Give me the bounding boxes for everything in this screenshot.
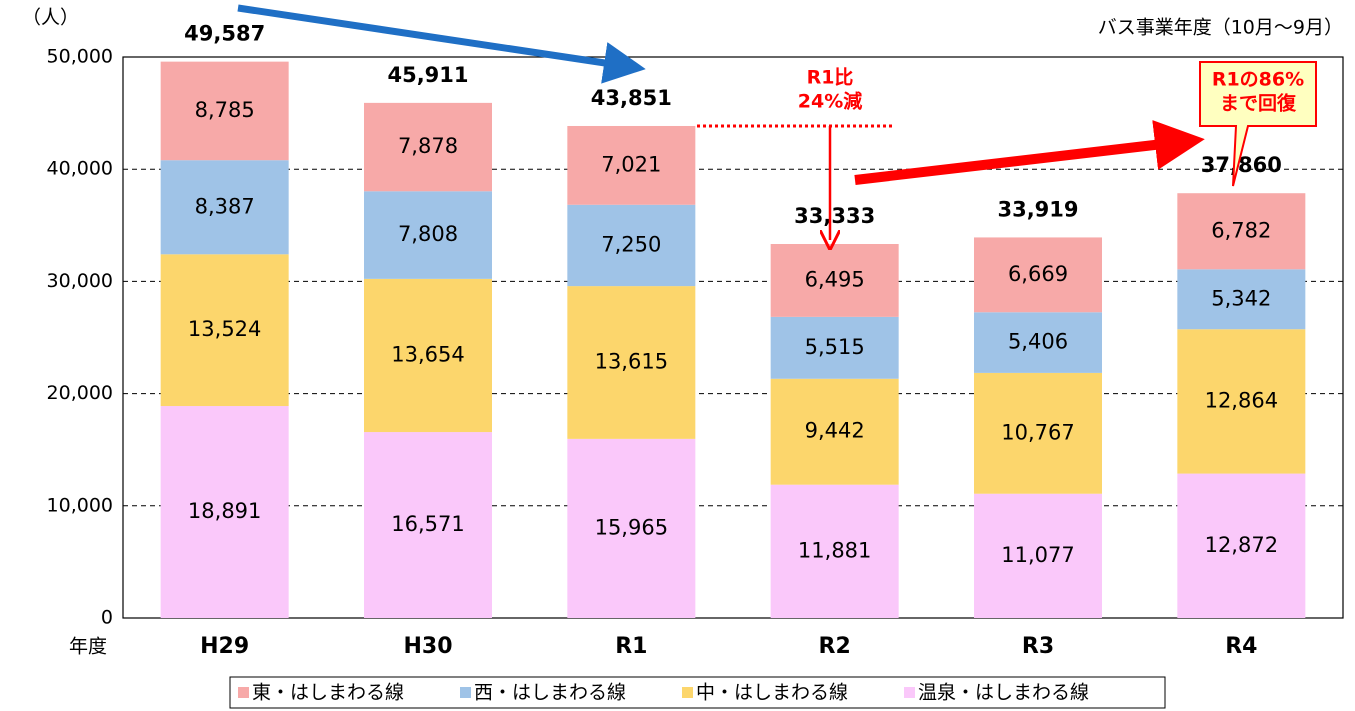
bar-segment (567, 125, 696, 205)
data-label: 8,785 (195, 98, 255, 122)
data-label: 8,387 (195, 194, 255, 218)
y-tick-label: 20,000 (47, 382, 113, 404)
legend-swatch (682, 687, 693, 698)
bar-segment (567, 286, 696, 439)
y-tick-label: 0 (101, 607, 113, 629)
data-label: 5,406 (1008, 330, 1068, 354)
bar-segment (160, 61, 289, 161)
bar-segment (364, 432, 492, 618)
bar-segment (770, 484, 899, 618)
arrow (854, 120, 1205, 185)
y-unit: （人） (22, 7, 79, 29)
data-label: 18,891 (188, 499, 261, 523)
data-label: 12,872 (1205, 533, 1278, 557)
arrow (237, 4, 646, 84)
data-label: 13,654 (391, 342, 464, 366)
total-label: 37,860 (1201, 153, 1282, 177)
bar-segment (974, 237, 1102, 313)
data-label: 5,515 (805, 335, 865, 359)
data-label: 11,077 (1001, 543, 1074, 567)
data-label: 9,442 (805, 419, 865, 443)
y-tick-label: 50,000 (47, 46, 113, 68)
data-label: 6,495 (805, 267, 865, 291)
data-label: 12,864 (1205, 388, 1278, 412)
data-label: 16,571 (391, 512, 464, 536)
y-tick-label: 30,000 (47, 270, 113, 292)
legend-label: 東・はしまわる線 (252, 682, 404, 704)
bar-segment (974, 312, 1102, 373)
bar-segment (567, 438, 696, 618)
data-label: 6,782 (1211, 218, 1271, 242)
bar-segment (364, 191, 492, 279)
legend-label: 西・はしまわる線 (474, 682, 626, 704)
bar-segment (160, 254, 289, 407)
bar-segment (160, 406, 289, 618)
total-label: 33,333 (794, 204, 875, 228)
bar-segment (1177, 473, 1306, 618)
bar-segment (567, 204, 696, 287)
data-label: 7,878 (398, 134, 458, 158)
legend-label: 中・はしまわる線 (696, 682, 848, 704)
data-label: 7,808 (398, 222, 458, 246)
callout (1199, 61, 1317, 187)
data-label: 13,524 (188, 317, 261, 341)
x-axis-label: 年度 (69, 636, 107, 658)
data-label: 10,767 (1001, 420, 1074, 444)
bar-segment (770, 244, 899, 317)
data-label: 15,965 (595, 515, 668, 539)
x-tick-label: H29 (200, 634, 249, 659)
bar-segment (160, 160, 289, 255)
y-tick-label: 40,000 (47, 158, 113, 180)
x-tick-label: H30 (403, 634, 452, 659)
data-label: 13,615 (595, 349, 668, 373)
total-label: 33,919 (997, 197, 1078, 221)
bar-segment (770, 378, 899, 485)
bar-segment (364, 278, 492, 433)
bar-segment (974, 372, 1102, 494)
data-label: 7,250 (601, 232, 661, 256)
legend-swatch (460, 687, 471, 698)
total-label: 43,851 (591, 86, 672, 110)
bar-segment (1177, 329, 1306, 474)
bar-segment (1177, 269, 1306, 330)
legend-frame (229, 676, 1166, 709)
legend-swatch (904, 687, 915, 698)
annotation: まで回復 (1220, 92, 1297, 115)
total-label: 49,587 (184, 22, 265, 46)
bar-segment (974, 493, 1102, 618)
total-label: 45,911 (387, 63, 468, 87)
data-label: 7,021 (601, 152, 661, 176)
bar-segment (1177, 193, 1306, 270)
data-label: 11,881 (798, 538, 871, 562)
y-tick-label: 10,000 (47, 494, 113, 516)
data-label: 5,342 (1211, 286, 1271, 310)
legend-swatch (238, 687, 249, 698)
x-tick-label: R3 (1022, 634, 1054, 659)
data-label: 6,669 (1008, 262, 1068, 286)
bar-segment (364, 102, 492, 192)
x-tick-label: R4 (1225, 634, 1257, 659)
bar-segment (770, 316, 899, 379)
annotation: R1の86% (1212, 69, 1304, 91)
x-tick-label: R1 (615, 634, 647, 659)
x-tick-label: R2 (819, 634, 851, 659)
subtitle: バス事業年度（10月〜9月） (1098, 17, 1343, 39)
annotation: R1比 (807, 67, 854, 89)
plot-frame (122, 56, 1344, 619)
legend-label: 温泉・はしまわる線 (918, 682, 1089, 704)
annotation: 24%減 (798, 90, 862, 113)
